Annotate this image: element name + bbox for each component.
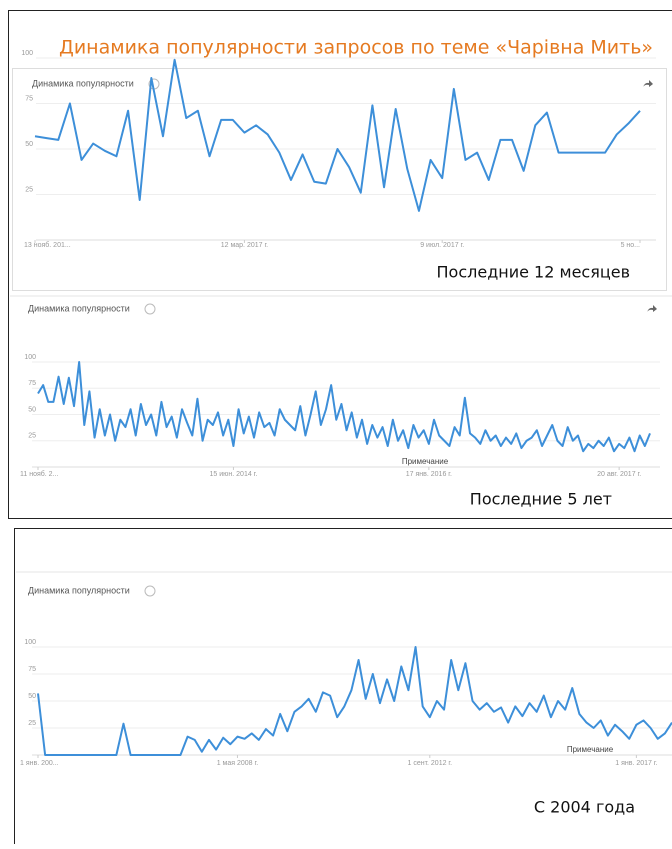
y-tick-label: 25 — [28, 433, 36, 440]
annotation: Примечание — [567, 745, 614, 754]
x-tick-label: 13 нояб. 201... — [24, 241, 71, 249]
y-tick-label: 25 — [25, 186, 33, 193]
y-tick-label: 75 — [25, 95, 33, 102]
x-tick-label: 9 июл. 2017 г. — [420, 242, 464, 249]
y-tick-label: 50 — [28, 693, 36, 700]
y-tick-label: 100 — [24, 354, 36, 361]
x-tick-label: 1 янв. 2017 г. — [615, 760, 657, 767]
annotation: Примечание — [402, 457, 449, 466]
x-tick-label: 20 авг. 2017 г. — [597, 471, 641, 478]
card — [13, 69, 667, 291]
slide-title: Динамика популярности запросов по теме «… — [59, 37, 653, 59]
x-tick-label: 1 мая 2008 г. — [217, 760, 258, 767]
y-tick-label: 75 — [28, 380, 36, 387]
card-title: Динамика популярности — [32, 78, 134, 88]
y-tick-label: 100 — [21, 50, 33, 57]
card-title: Динамика популярности — [28, 585, 130, 595]
caption: Последние 5 лет — [470, 490, 612, 509]
card-title: Динамика популярности — [28, 303, 130, 313]
x-tick-label: 1 сент. 2012 г. — [408, 760, 453, 767]
x-tick-label: 17 янв. 2016 г. — [406, 471, 452, 478]
x-tick-label: 15 июн. 2014 г. — [210, 471, 258, 478]
y-tick-label: 100 — [24, 639, 36, 646]
y-tick-label: 50 — [28, 406, 36, 413]
caption: Последние 12 месяцев — [437, 263, 630, 282]
x-tick-label: 12 мар. 2017 г. — [221, 242, 268, 249]
y-tick-label: 75 — [28, 666, 36, 673]
y-tick-label: 50 — [25, 141, 33, 148]
x-tick-label: 5 но... — [621, 242, 640, 249]
caption: С 2004 года — [534, 798, 635, 817]
y-tick-label: 25 — [28, 720, 36, 727]
x-tick-label: 11 нояб. 2... — [20, 470, 58, 478]
x-tick-label: 1 янв. 200... — [20, 760, 59, 767]
